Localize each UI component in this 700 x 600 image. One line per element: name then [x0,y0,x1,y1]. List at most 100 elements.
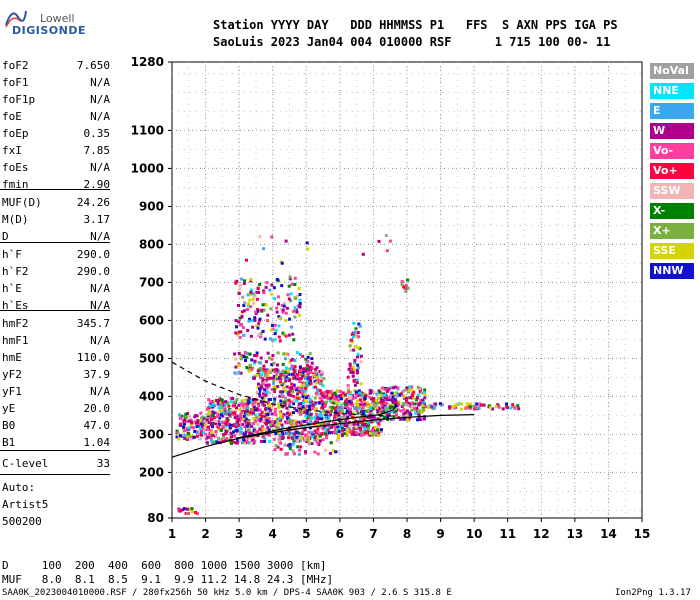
echo-point [218,409,222,413]
echo-point [353,358,357,362]
echo-point [298,365,302,369]
echo-point [497,405,501,409]
echo-point [269,307,273,311]
echo-point [267,400,270,404]
echo-point [329,441,333,445]
echo-point [241,295,245,299]
echo-point [263,436,267,440]
echo-point [197,437,201,441]
echo-point [310,357,314,361]
echo-point [355,393,359,397]
echo-point [309,412,313,416]
x-tick-label: 8 [403,527,411,541]
param-separator [0,450,110,451]
echo-point [251,411,255,415]
echo-point [382,412,386,416]
echo-point [297,431,301,435]
echo-point [201,425,205,428]
echo-point [236,417,240,421]
echo-point [183,418,186,422]
echo-point [295,351,299,354]
echo-point [260,414,264,418]
echo-point [448,405,452,409]
echo-point [322,377,326,381]
echo-point [366,416,370,419]
echo-point [349,394,353,398]
y-tick-label: 700 [139,275,164,289]
echo-point [349,407,352,411]
echo-point [235,325,238,329]
echo-point [298,353,302,356]
echo-point [323,391,327,394]
echo-point [244,406,248,410]
echo-point [379,429,383,433]
echo-point [321,384,325,388]
echo-point [382,410,386,414]
echo-point [292,383,296,387]
echo-point [337,394,341,398]
echo-point [216,420,220,423]
echo-point [385,389,389,393]
echo-point [402,403,406,407]
echo-point [242,333,246,337]
echo-point [360,401,364,404]
echo-point [192,435,196,439]
echo-point [386,415,390,419]
echo-point [241,423,245,427]
echo-point [245,351,249,355]
echo-point [308,426,312,430]
echo-point [329,389,333,393]
echo-point [262,247,265,251]
echo-point [353,361,357,365]
echo-point [336,425,340,429]
echo-point [376,410,380,414]
echo-point [402,395,406,399]
echo-point [248,437,252,441]
echo-point [270,403,273,407]
echo-point [290,419,294,423]
echo-point [240,310,244,314]
echo-point [355,329,359,333]
trace-curve [235,403,398,439]
echo-point [300,436,304,440]
echo-point [468,405,472,409]
param-value: 345.7 [76,317,110,330]
echo-point [409,412,413,416]
echo-point [348,413,352,417]
echo-point [246,328,250,332]
echo-point [270,292,274,296]
x-tick-label: 11 [499,527,516,541]
echo-point [349,400,353,404]
echo-point [256,326,260,330]
echo-point [261,403,264,407]
echo-point [260,308,264,312]
echo-point [281,414,285,418]
echo-point [292,370,296,374]
echo-point [217,427,221,431]
echo-point [292,411,295,415]
echo-point [377,412,381,416]
echo-point [372,397,376,401]
echo-point [177,437,181,441]
echo-point [209,423,213,427]
echo-point [337,416,340,420]
echo-point [248,317,251,321]
echo-point [432,406,436,410]
echo-point [319,377,323,381]
echo-point [351,397,355,400]
echo-point [274,328,278,332]
echo-point [413,402,417,406]
echo-point [263,337,267,341]
echo-point [389,386,393,390]
echo-point [368,389,372,393]
echo-point [293,359,297,362]
echo-point [321,394,325,398]
echo-point [298,448,301,452]
echo-point [229,400,233,404]
echo-point [292,402,296,406]
echo-point [290,436,294,440]
echo-point [317,413,321,417]
echo-point [275,425,279,429]
echo-point [240,315,244,319]
echo-point [266,319,269,322]
